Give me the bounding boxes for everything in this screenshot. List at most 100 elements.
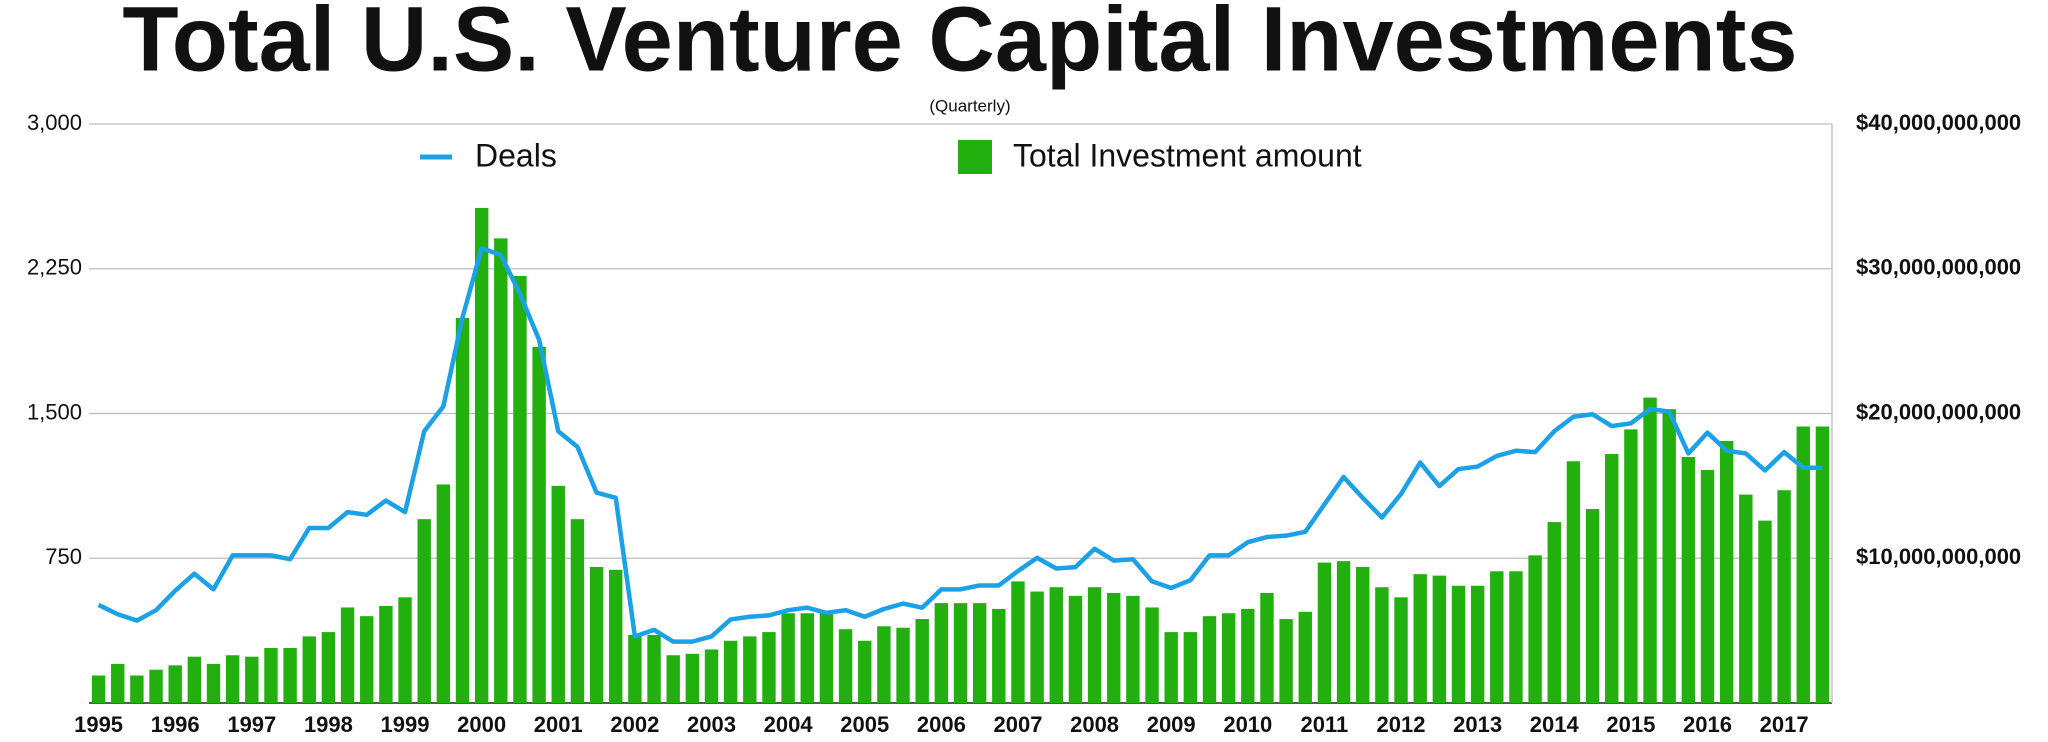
legend-label: Total Investment amount (1013, 137, 1362, 173)
bar (1528, 555, 1542, 703)
bar (877, 626, 891, 703)
bar (819, 613, 834, 703)
bar (1183, 632, 1198, 703)
bar (1356, 566, 1370, 703)
x-tick-label: 2001 (534, 712, 583, 737)
bar (1490, 571, 1504, 703)
y2-tick-label: $10,000,000,000 (1856, 544, 2021, 569)
bar (417, 519, 431, 703)
y-tick-label: 2,250 (27, 255, 82, 280)
bar (589, 566, 604, 703)
bar (187, 656, 202, 703)
bar (781, 613, 795, 703)
bar (972, 603, 987, 703)
bar (1509, 571, 1523, 703)
bar (436, 484, 451, 703)
bar (666, 655, 680, 703)
x-tick-label: 2014 (1530, 712, 1580, 737)
bar (455, 317, 470, 703)
y-tick-label: 750 (45, 544, 82, 569)
bar (302, 636, 316, 703)
bar (494, 238, 508, 704)
bar (570, 519, 585, 703)
bar (245, 656, 259, 703)
x-tick-label: 2007 (993, 712, 1042, 737)
x-tick-label: 2013 (1453, 712, 1502, 737)
bar (264, 647, 278, 703)
bar (111, 663, 125, 703)
line (97, 246, 1823, 644)
bar (1643, 397, 1657, 703)
x-tick-label: 1998 (304, 712, 353, 737)
x-tick-label: 2008 (1070, 712, 1119, 737)
bar (685, 653, 700, 703)
chart-subtitle: (Quarterly) (929, 96, 1010, 115)
bar (934, 603, 949, 703)
bar (1221, 613, 1236, 703)
bar (1681, 456, 1696, 703)
bar (360, 616, 374, 703)
bar (1336, 561, 1351, 703)
x-tick-label: 2000 (457, 712, 506, 737)
x-tick-label: 1996 (151, 712, 200, 737)
bar (513, 275, 527, 703)
bar (1317, 562, 1332, 703)
x-tick-label: 2015 (1606, 712, 1655, 737)
bar (1432, 575, 1447, 703)
bar (474, 207, 489, 703)
bar (1719, 441, 1734, 703)
bar (1624, 429, 1638, 703)
x-tick-label: 2003 (687, 712, 736, 737)
bar (1068, 595, 1083, 703)
bar (858, 640, 872, 703)
bar (1700, 469, 1715, 703)
bar (1815, 426, 1830, 703)
bar (1777, 490, 1791, 703)
bar (1394, 597, 1408, 703)
bar (1566, 461, 1581, 703)
x-tick-label: 2010 (1223, 712, 1272, 737)
bar (321, 632, 336, 703)
y2-tick-label: $40,000,000,000 (1856, 110, 2021, 135)
y-tick-label: 3,000 (27, 110, 82, 135)
bar (1605, 454, 1619, 703)
bar (1662, 409, 1676, 703)
bar (1547, 522, 1561, 703)
bar (1451, 585, 1466, 703)
chart-title: Total U.S. Venture Capital Investments (122, 0, 1797, 90)
bar (896, 627, 910, 703)
x-tick-label: 2012 (1377, 712, 1426, 737)
bar (551, 485, 565, 703)
bar (1126, 595, 1140, 703)
bar (1087, 587, 1102, 703)
bar (340, 607, 355, 703)
x-tick-label: 1995 (74, 712, 123, 737)
y2-tick-label: $20,000,000,000 (1856, 399, 2021, 424)
bar (1796, 426, 1810, 703)
bar (1758, 520, 1772, 703)
bar (647, 634, 661, 703)
x-tick-label: 2005 (840, 712, 889, 737)
bar (609, 569, 623, 703)
bar (1375, 587, 1389, 703)
bar (91, 675, 106, 703)
legend-label: Deals (475, 137, 557, 173)
bar (398, 597, 412, 703)
bar (379, 606, 393, 703)
x-tick-label: 2016 (1683, 712, 1732, 737)
x-tick-label: 1997 (227, 712, 276, 737)
x-tick-label: 2017 (1760, 712, 1809, 737)
bar (704, 649, 719, 703)
x-tick-label: 2004 (764, 712, 814, 737)
bar (1470, 585, 1485, 703)
bar (723, 640, 738, 703)
bar (1030, 591, 1044, 703)
bar (1260, 592, 1274, 703)
bar (149, 669, 163, 703)
bar (800, 613, 814, 703)
bar (206, 663, 221, 703)
bar (1164, 632, 1178, 703)
y-tick-label: 1,500 (27, 399, 82, 424)
bar (1145, 607, 1159, 703)
